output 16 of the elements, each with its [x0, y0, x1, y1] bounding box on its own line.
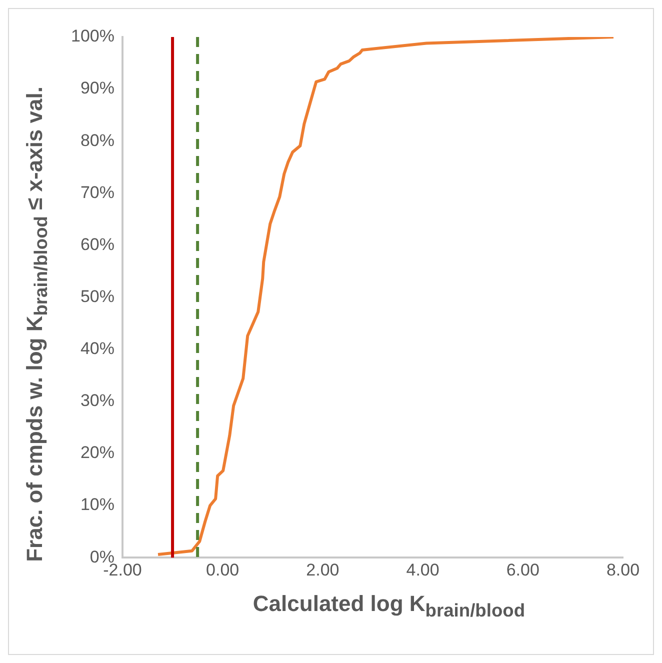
x-tick-label: 2.00 [306, 560, 340, 580]
y-tick-label: 100% [70, 26, 114, 46]
y-tick-label: 70% [80, 182, 114, 202]
y-tick-label: 60% [80, 234, 114, 254]
x-tick-label: 4.00 [406, 560, 440, 580]
y-tick-label: 40% [80, 339, 114, 358]
y-tick-label: 80% [80, 130, 114, 150]
x-axis-title: Calculated log K$_{brain/blood}$ [252, 591, 526, 622]
x-tick-label: 6.00 [506, 560, 540, 580]
y-tick-label: 10% [80, 495, 114, 514]
y-tick-label: 20% [80, 443, 114, 462]
x-tick-label: 0.00 [206, 560, 240, 580]
y-tick-label: 30% [80, 391, 114, 410]
y-tick-label: 90% [80, 78, 114, 98]
y-tick-label: 50% [80, 286, 114, 306]
x-tick-label: 8.00 [606, 560, 640, 580]
